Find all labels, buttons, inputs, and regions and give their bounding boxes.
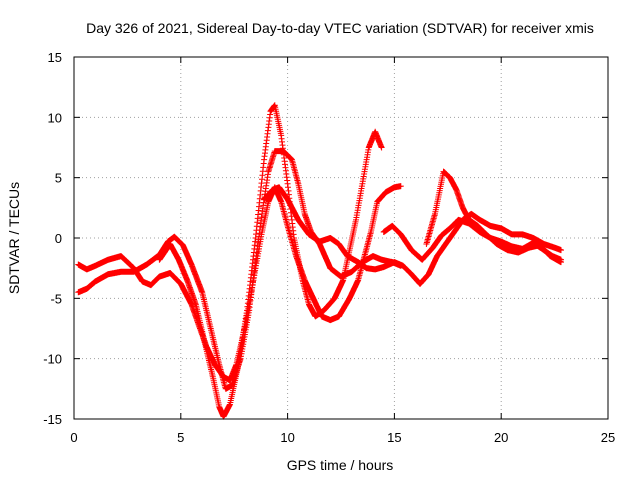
x-tick-label: 10	[280, 430, 294, 445]
series-6-markers	[423, 168, 564, 266]
series-4	[261, 184, 564, 287]
x-tick-label: 25	[601, 430, 615, 445]
y-tick-label: 10	[48, 110, 62, 125]
y-tick-label: 5	[55, 171, 62, 186]
y-tick-label: 0	[55, 231, 62, 246]
x-tick-label: 15	[387, 430, 401, 445]
chart-title: Day 326 of 2021, Sidereal Day-to-day VTE…	[86, 20, 594, 36]
y-tick-label: -5	[50, 291, 62, 306]
series-4-markers	[261, 184, 564, 287]
x-tick-label: 0	[70, 430, 77, 445]
x-tick-label: 5	[177, 430, 184, 445]
y-axis-ticks: -15 -10 -5 0 5 10 15	[43, 50, 608, 427]
series-3	[156, 102, 385, 420]
y-tick-label: 15	[48, 50, 62, 65]
data-series	[75, 102, 564, 420]
y-tick-label: -10	[43, 352, 62, 367]
x-tick-label: 20	[494, 430, 508, 445]
series-2-markers	[75, 148, 404, 392]
series-2	[75, 148, 404, 392]
series-6	[423, 168, 564, 266]
x-axis-ticks: 0 5 10 15 20 25	[70, 57, 615, 445]
series-3-markers	[156, 102, 385, 420]
x-axis-label: GPS time / hours	[287, 457, 394, 473]
y-axis-label: SDTVAR / TECUs	[6, 182, 22, 294]
grid-lines	[74, 57, 608, 419]
y-tick-label: -15	[43, 412, 62, 427]
